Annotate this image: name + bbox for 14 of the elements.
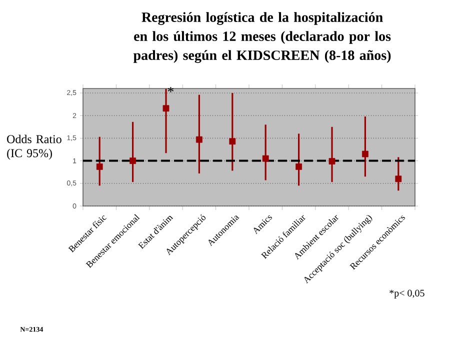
point	[296, 163, 302, 170]
point	[96, 163, 103, 170]
point	[362, 150, 368, 158]
y-axis-title: Odds Ratio (IC 95%)	[7, 134, 62, 160]
annotation: *	[168, 87, 174, 92]
chart-title: Regresión logística de la hospitalización en los últimos 12 meses (declarado por los padres) según el KIDSCREEN (8-18 años)	[133, 12, 391, 63]
point	[328, 158, 336, 164]
point	[262, 155, 269, 162]
point	[196, 136, 202, 143]
point	[395, 176, 402, 182]
point	[130, 158, 136, 164]
point	[162, 105, 170, 112]
text: *p< 0,05	[390, 290, 424, 299]
point	[229, 138, 236, 145]
